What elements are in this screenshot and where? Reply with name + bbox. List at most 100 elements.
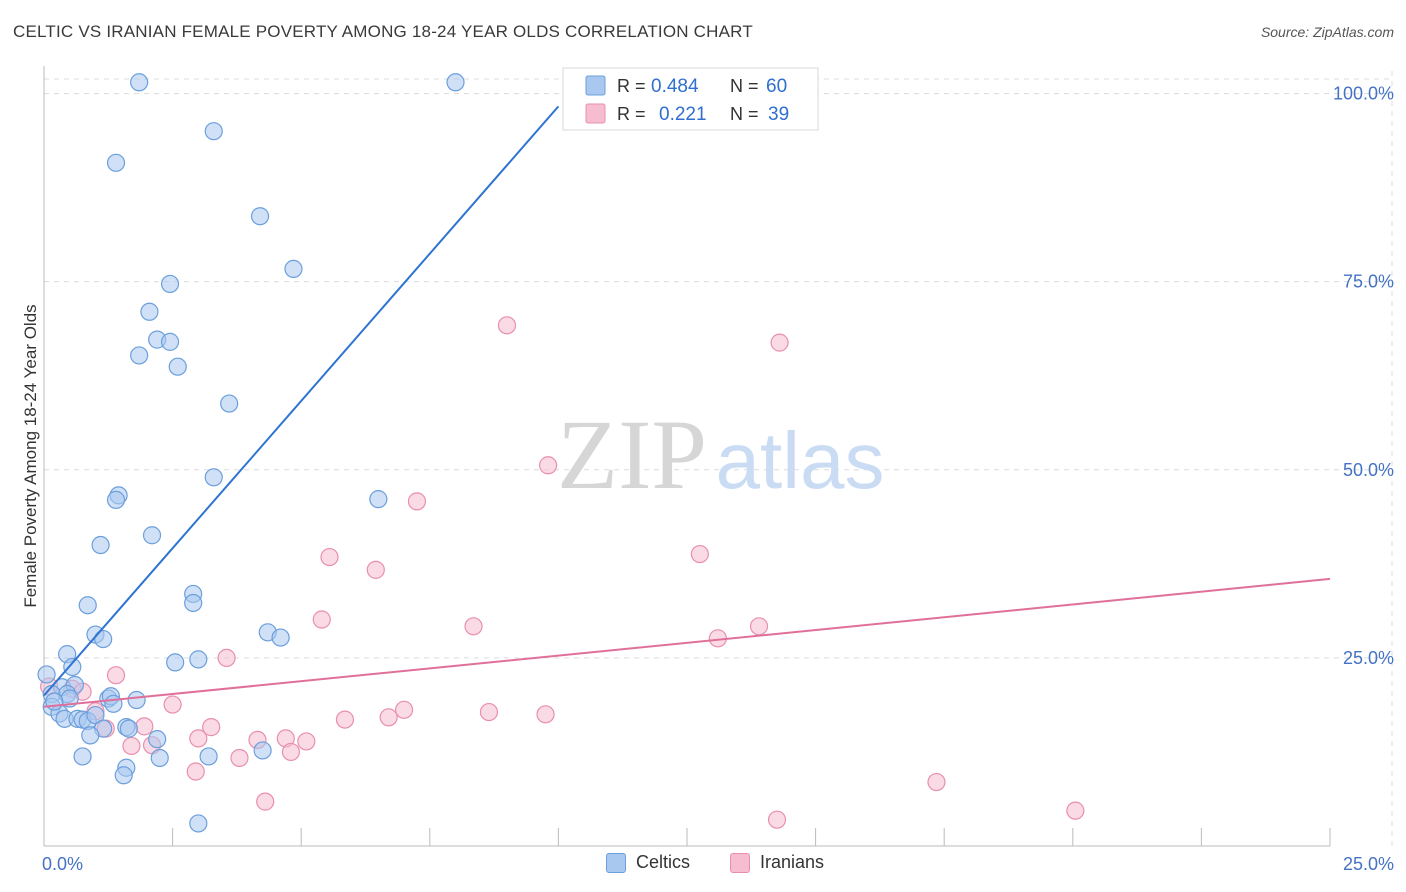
y-tick-label-0: 25.0%: [1343, 648, 1394, 668]
iranians-point-16: [163, 695, 182, 714]
celtics-point-3: [106, 153, 126, 172]
celtics-point-0: [130, 73, 149, 92]
x-tick-label-1: 25.0%: [1343, 854, 1394, 874]
celtics-point-51: [148, 730, 167, 749]
legend-celtics-r-value: 0.484: [651, 76, 699, 97]
legend-iranians-n-label: N =: [730, 104, 759, 124]
iranians-point-33: [230, 748, 249, 768]
celtics-point-28: [166, 653, 185, 672]
celtics-point-55: [73, 747, 92, 766]
celtics-point-20: [184, 593, 203, 613]
legend-celtics-n-label: N =: [730, 76, 759, 96]
y-tick-label-1: 50.0%: [1343, 460, 1394, 480]
celtics-point-23: [94, 629, 113, 649]
celtics-point-10: [130, 346, 149, 365]
iranians-point-29: [297, 732, 316, 751]
legend-iranians-r-label: R =: [617, 104, 646, 124]
celtics-point-21: [78, 596, 97, 615]
iranians-point-38: [767, 810, 787, 829]
legend-label-celtics: Celtics: [636, 852, 691, 872]
celtics-point-15: [106, 490, 126, 509]
celtics-point-50: [119, 719, 138, 738]
celtics-point-40: [104, 694, 123, 713]
celtics-point-27: [189, 650, 208, 669]
iranians-point-34: [186, 762, 205, 781]
legend-item-iranians: Iranians: [730, 852, 824, 873]
celtics-point-5: [284, 259, 303, 278]
correlation-legend: R = 0.484 N = 60 R = 0.221 N = 39: [562, 67, 819, 131]
iranians-point-3: [407, 492, 427, 511]
iranians-point-5: [690, 544, 709, 564]
celtics-swatch: [606, 852, 626, 873]
iranians-point-0: [497, 316, 517, 335]
celtics-point-2: [204, 122, 223, 141]
celtics-point-18: [91, 535, 110, 555]
celtics-point-17: [142, 526, 162, 545]
watermark: ZIP atlas: [557, 399, 884, 510]
celtics-point-29: [63, 657, 82, 677]
legend-iranians-swatch: [585, 103, 606, 124]
legend-celtics-swatch: [585, 75, 606, 96]
iranians-point-22: [335, 710, 355, 729]
iranians-point-26: [189, 729, 208, 748]
celtics-point-49: [81, 726, 100, 745]
iranians-point-30: [122, 736, 141, 756]
celtics-point-4: [250, 207, 270, 226]
axes: [43, 66, 1331, 847]
celtics-point-39: [127, 690, 146, 710]
watermark-atlas: atlas: [716, 416, 885, 505]
legend-label-iranians: Iranians: [760, 852, 825, 872]
iranians-point-23: [135, 717, 154, 736]
x-tick-label-0: 0.0%: [42, 854, 83, 874]
legend-iranians-n-value: 39: [768, 104, 789, 125]
celtics-point-25: [271, 628, 290, 647]
celtics-point-57: [114, 766, 133, 785]
celtics-point-30: [37, 665, 56, 684]
iranians-trend-line: [43, 577, 1331, 708]
celtics-point-7: [140, 302, 159, 321]
iranians-point-12: [106, 666, 126, 685]
iranians-point-21: [379, 708, 398, 727]
iranians-points: [40, 316, 1085, 829]
celtics-point-9: [160, 332, 180, 351]
iranians-point-11: [217, 648, 236, 667]
chart-title: CELTIC VS IRANIAN FEMALE POVERTY AMONG 1…: [13, 22, 753, 41]
iranians-point-2: [539, 456, 558, 475]
celtics-point-54: [253, 741, 272, 760]
source-note: Source: ZipAtlas.com: [1260, 24, 1394, 40]
iranians-point-4: [320, 547, 339, 567]
celtics-point-6: [160, 274, 180, 294]
iranians-point-6: [366, 560, 385, 579]
celtics-trend-line: [43, 105, 560, 697]
iranians-point-24: [202, 718, 221, 737]
legend-celtics-r-label: R =: [617, 76, 646, 96]
iranians-point-7: [312, 610, 331, 629]
legend-iranians-r-value: 0.221: [659, 104, 707, 125]
y-axis-label: Female Poverty Among 18-24 Year Olds: [21, 304, 40, 607]
celtics-point-59: [45, 692, 64, 711]
celtics-points: [37, 73, 465, 833]
y-tick-label-2: 75.0%: [1343, 272, 1394, 292]
tick-labels: 25.0% 50.0% 75.0% 100.0% 0.0% 25.0%: [42, 84, 1394, 874]
celtics-point-13: [204, 468, 223, 487]
celtics-point-16: [369, 490, 388, 509]
series-legend: Celtics Iranians: [0, 850, 1406, 880]
iranians-point-35: [927, 772, 946, 792]
iranians-point-1: [770, 333, 789, 352]
watermark-zip: ZIP: [557, 399, 707, 510]
celtics-point-11: [168, 357, 187, 376]
iranians-point-9: [749, 617, 769, 636]
celtics-point-58: [189, 814, 208, 833]
iranians-point-37: [1066, 801, 1085, 820]
celtics-point-52: [150, 748, 169, 768]
trend-lines: [43, 105, 1331, 708]
legend-item-celtics: Celtics: [606, 852, 690, 873]
y-tick-label-3: 100.0%: [1333, 84, 1394, 104]
iranians-swatch: [730, 852, 750, 873]
celtics-point-53: [199, 747, 218, 766]
celtics-point-46: [86, 705, 105, 725]
iranians-point-19: [479, 702, 499, 722]
iranians-point-8: [464, 617, 483, 636]
celtics-point-1: [446, 73, 465, 92]
